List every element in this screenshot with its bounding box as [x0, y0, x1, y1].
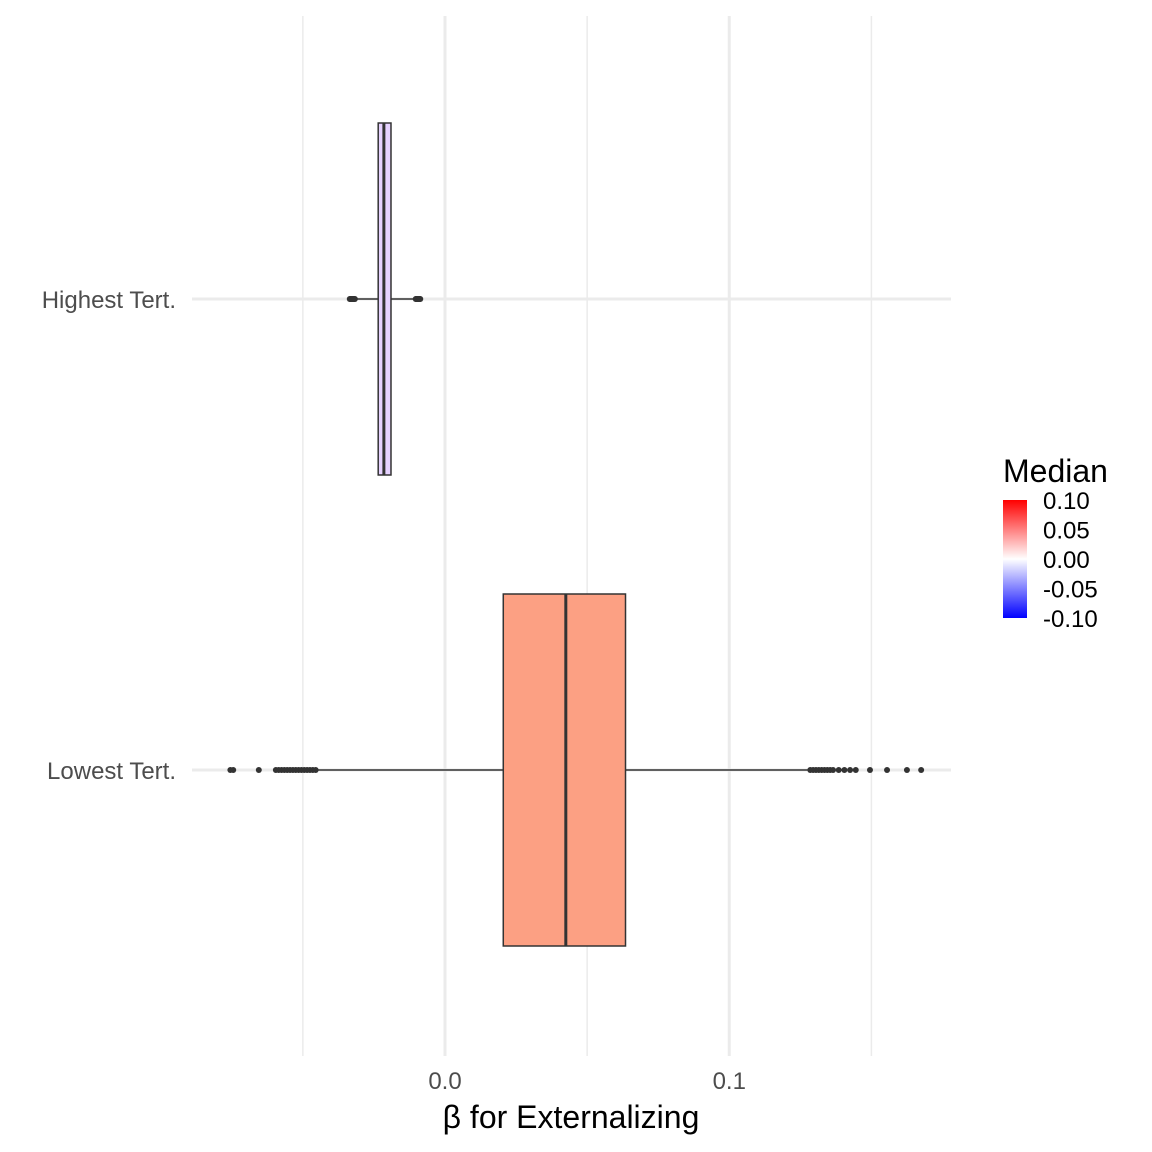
outlier-point [918, 767, 925, 773]
outlier-point [903, 767, 910, 773]
x-tick-label: 0.0 [428, 1068, 461, 1095]
outlier-point [417, 296, 424, 302]
y-tick-label: Lowest Tert. [47, 758, 176, 785]
legend-title: Median [1003, 453, 1108, 489]
y-tick-labels: Highest Tert. Lowest Tert. [42, 287, 176, 785]
outlier-point [835, 767, 842, 773]
legend-label: -0.10 [1043, 606, 1098, 633]
legend: Median 0.10 0.050.00 -0.05-0.10 [1003, 453, 1108, 633]
y-tick-label: Highest Tert. [42, 287, 176, 314]
box-marks [227, 122, 925, 947]
x-tick-label: 0.1 [713, 1068, 746, 1095]
legend-label: 0.05 [1043, 518, 1090, 545]
outlier-point [841, 767, 848, 773]
outlier-point [866, 767, 873, 773]
legend-label: 0.10 [1043, 488, 1090, 515]
outlier-point [312, 767, 319, 773]
outlier-point [255, 767, 262, 773]
box-group [346, 122, 424, 476]
legend-label: 0.00 [1043, 547, 1090, 574]
outlier-point [852, 767, 859, 773]
outlier-point [884, 767, 891, 773]
outlier-point [351, 296, 358, 302]
box-group [227, 593, 925, 947]
outlier-point [847, 767, 854, 773]
outlier-point [230, 767, 237, 773]
legend-colorbar [1003, 500, 1027, 618]
outlier-point [830, 767, 837, 773]
x-tick-labels: 0.0 0.1 [428, 1068, 746, 1095]
x-axis-title: β for Externalizing [443, 1099, 700, 1135]
legend-label: -0.05 [1043, 577, 1098, 604]
